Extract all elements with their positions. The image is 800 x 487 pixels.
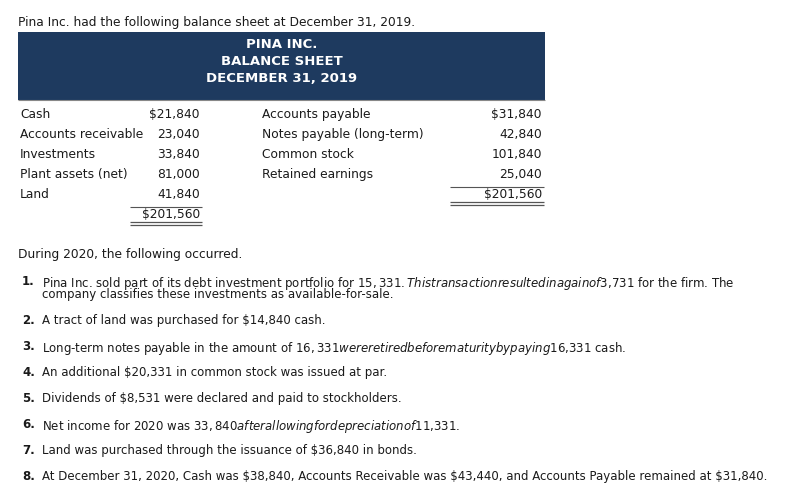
Text: 5.: 5. bbox=[22, 392, 35, 405]
Text: Common stock: Common stock bbox=[262, 148, 354, 161]
Text: Pina Inc. had the following balance sheet at December 31, 2019.: Pina Inc. had the following balance shee… bbox=[18, 16, 415, 29]
Text: 4.: 4. bbox=[22, 366, 35, 379]
Text: 33,840: 33,840 bbox=[158, 148, 200, 161]
Text: Accounts receivable: Accounts receivable bbox=[20, 128, 143, 141]
Text: PINA INC.: PINA INC. bbox=[246, 38, 317, 51]
Bar bbox=[18, 32, 545, 100]
Text: Retained earnings: Retained earnings bbox=[262, 168, 373, 181]
Text: 41,840: 41,840 bbox=[158, 188, 200, 201]
Text: 2.: 2. bbox=[22, 314, 34, 327]
Text: 25,040: 25,040 bbox=[499, 168, 542, 181]
Text: Cash: Cash bbox=[20, 108, 50, 121]
Text: Long-term notes payable in the amount of $16,331 were retired before maturity by: Long-term notes payable in the amount of… bbox=[42, 340, 626, 357]
Text: Net income for 2020 was $33,840 after allowing for depreciation of $11,331.: Net income for 2020 was $33,840 after al… bbox=[42, 418, 460, 435]
Text: Investments: Investments bbox=[20, 148, 96, 161]
Text: Notes payable (long-term): Notes payable (long-term) bbox=[262, 128, 424, 141]
Text: 8.: 8. bbox=[22, 470, 35, 483]
Text: Dividends of $8,531 were declared and paid to stockholders.: Dividends of $8,531 were declared and pa… bbox=[42, 392, 402, 405]
Text: Pina Inc. sold part of its debt investment portfolio for $15,331. This transacti: Pina Inc. sold part of its debt investme… bbox=[42, 275, 734, 292]
Text: An additional $20,331 in common stock was issued at par.: An additional $20,331 in common stock wa… bbox=[42, 366, 387, 379]
Text: 7.: 7. bbox=[22, 444, 34, 457]
Text: 23,040: 23,040 bbox=[158, 128, 200, 141]
Text: Plant assets (net): Plant assets (net) bbox=[20, 168, 128, 181]
Text: BALANCE SHEET: BALANCE SHEET bbox=[221, 55, 342, 68]
Text: A tract of land was purchased for $14,840 cash.: A tract of land was purchased for $14,84… bbox=[42, 314, 326, 327]
Text: DECEMBER 31, 2019: DECEMBER 31, 2019 bbox=[206, 72, 357, 85]
Text: $21,840: $21,840 bbox=[150, 108, 200, 121]
Text: Land was purchased through the issuance of $36,840 in bonds.: Land was purchased through the issuance … bbox=[42, 444, 417, 457]
Text: During 2020, the following occurred.: During 2020, the following occurred. bbox=[18, 248, 242, 261]
Text: $31,840: $31,840 bbox=[491, 108, 542, 121]
Text: Accounts payable: Accounts payable bbox=[262, 108, 370, 121]
Text: $201,560: $201,560 bbox=[142, 208, 200, 221]
Text: 42,840: 42,840 bbox=[499, 128, 542, 141]
Text: 6.: 6. bbox=[22, 418, 35, 431]
Text: 1.: 1. bbox=[22, 275, 34, 288]
Text: $201,560: $201,560 bbox=[484, 188, 542, 201]
Text: 81,000: 81,000 bbox=[158, 168, 200, 181]
Text: 3.: 3. bbox=[22, 340, 34, 353]
Text: 101,840: 101,840 bbox=[491, 148, 542, 161]
Text: At December 31, 2020, Cash was $38,840, Accounts Receivable was $43,440, and Acc: At December 31, 2020, Cash was $38,840, … bbox=[42, 470, 767, 483]
Text: Land: Land bbox=[20, 188, 50, 201]
Text: company classifies these investments as available-for-sale.: company classifies these investments as … bbox=[42, 288, 394, 301]
